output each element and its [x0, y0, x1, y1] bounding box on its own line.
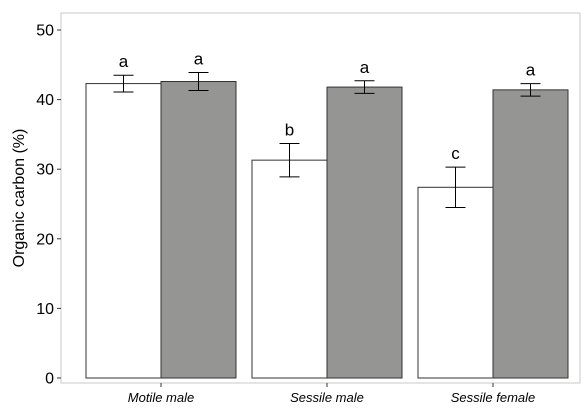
- y-tick-label: 50: [36, 23, 54, 40]
- y-tick-label: 30: [36, 162, 54, 179]
- bar: [326, 86, 403, 379]
- y-tick-label: 20: [36, 231, 54, 248]
- bar: [251, 159, 328, 379]
- significance-letter: a: [360, 58, 370, 77]
- significance-letter: c: [451, 144, 460, 163]
- bar: [492, 89, 569, 379]
- x-tick-label: Sessile male: [290, 390, 364, 405]
- significance-letter: a: [526, 61, 536, 80]
- y-tick-label: 10: [36, 301, 54, 318]
- y-tick-label: 0: [45, 371, 54, 388]
- bar: [417, 186, 494, 379]
- y-axis: 0 10 20 30 40 50: [36, 23, 61, 388]
- bars: a a b a c a: [85, 49, 569, 379]
- significance-letter: b: [285, 120, 294, 139]
- significance-letter: a: [194, 49, 204, 68]
- y-axis-label: Organic carbon (%): [11, 129, 28, 268]
- x-axis: Motile male Sessile male Sessile female: [128, 383, 536, 405]
- y-tick-label: 40: [36, 92, 54, 109]
- significance-letter: a: [119, 52, 129, 71]
- bar: [160, 81, 237, 379]
- x-tick-label: Sessile female: [451, 390, 536, 405]
- bar: [85, 83, 162, 379]
- x-tick-label: Motile male: [128, 390, 194, 405]
